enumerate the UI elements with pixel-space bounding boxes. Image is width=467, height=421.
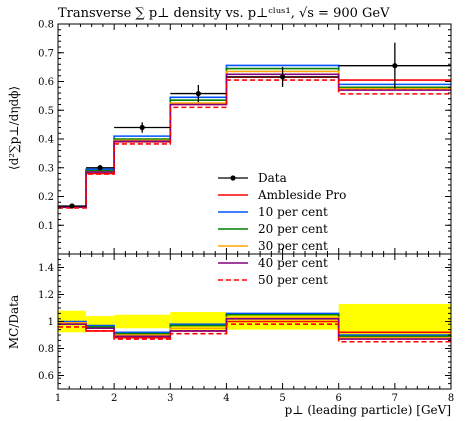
data-point — [279, 74, 286, 80]
uncertainty-band — [114, 314, 171, 329]
y-tick-label: 0.6 — [38, 77, 54, 88]
y-tick-label: 0.6 — [38, 371, 54, 382]
y-tick-label: 0.8 — [38, 20, 54, 31]
y-tick-label: 0.1 — [38, 221, 54, 232]
x-tick-label: 4 — [223, 393, 229, 404]
y-tick-label: 1.2 — [38, 290, 54, 301]
legend-label: Ambleside Pro — [257, 188, 346, 202]
data-point — [69, 203, 75, 209]
x-axis-label: p⊥ (leading particle) [GeV] — [285, 403, 451, 417]
y-tick-label: 0.4 — [38, 135, 54, 146]
uncertainty-band — [86, 316, 115, 327]
data-point — [97, 165, 103, 171]
ratio-y-axis-label: MC/Data — [7, 295, 21, 349]
y-tick-label: 1 — [48, 317, 54, 328]
data-point — [392, 63, 398, 69]
x-tick-label: 8 — [448, 393, 454, 404]
y-tick-label: 1.4 — [38, 263, 54, 274]
ratio-panel: 1 2 3 4 5 6 7 8 0.6 0.8 1 1.2 1.4 — [38, 253, 454, 404]
x-tick-label: 7 — [392, 393, 398, 404]
legend-label: 50 per cent — [258, 273, 328, 287]
legend-label: Data — [258, 171, 287, 185]
main-panel: 0.1 0.2 0.3 0.4 0.5 0.6 0.7 0.8 — [38, 20, 452, 255]
main-y-axis-label: ⟨d²∑p⊥/dηdϕ⟩ — [7, 86, 21, 170]
data-point — [195, 90, 201, 97]
y-tick-label: 0.3 — [38, 163, 54, 174]
legend: Data Ambleside Pro 10 per cent 20 per cent 3… — [218, 171, 346, 287]
y-tick-label: 0.2 — [38, 192, 54, 203]
series-line — [58, 76, 451, 208]
y-tick-label: 0.7 — [38, 48, 54, 59]
x-tick-label: 6 — [336, 393, 342, 404]
x-tick-label: 3 — [167, 393, 173, 404]
legend-label: 30 per cent — [258, 239, 328, 253]
y-tick-label: 0.5 — [38, 106, 54, 117]
x-tick-label: 1 — [55, 393, 61, 404]
series-line — [58, 79, 451, 209]
chart-title: Transverse ∑ p⊥ density vs. p⊥ᶜˡᵘˢ¹, √s … — [58, 6, 390, 21]
data-point — [139, 124, 145, 131]
y-tick-label: 0.8 — [38, 344, 54, 355]
legend-label: 40 per cent — [258, 256, 328, 270]
x-tick-label: 5 — [279, 393, 285, 404]
x-tick-label: 2 — [111, 393, 117, 404]
legend-label: 20 per cent — [258, 222, 328, 236]
legend-label: 10 per cent — [258, 205, 328, 219]
legend-data-marker — [230, 175, 236, 181]
